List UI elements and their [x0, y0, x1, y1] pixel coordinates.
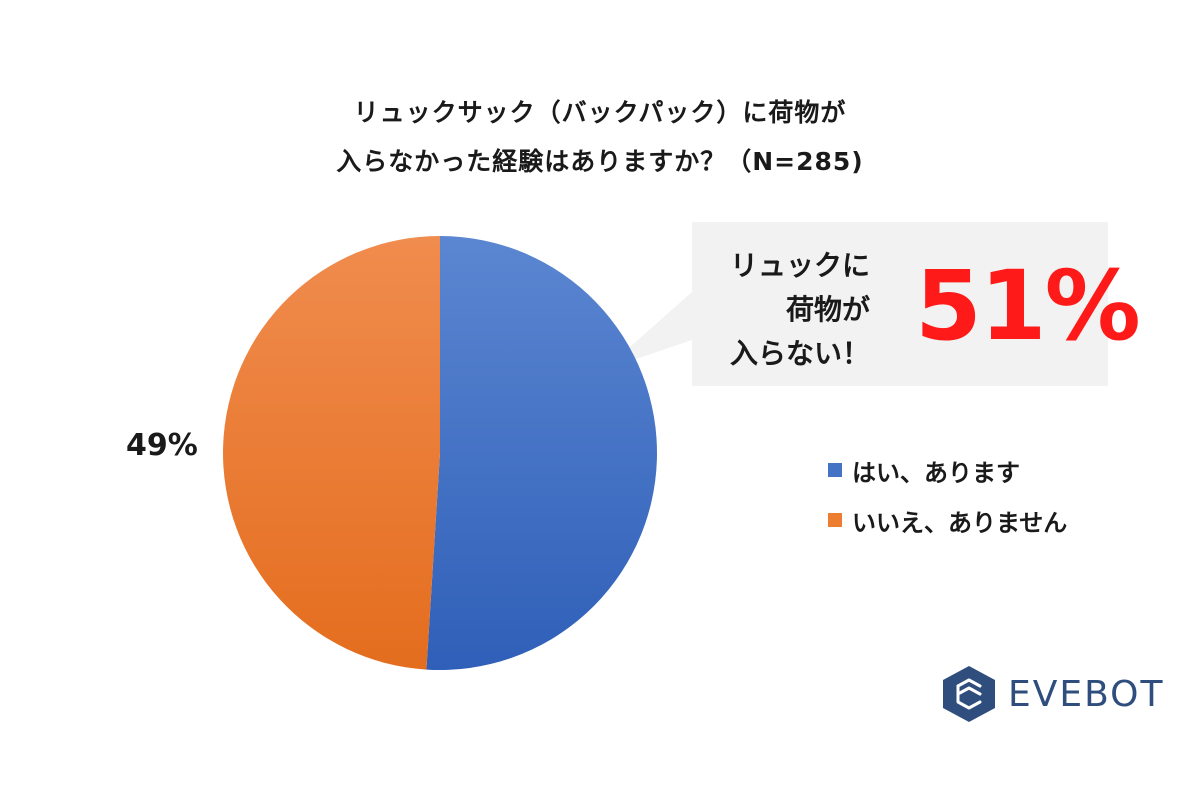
legend-item-no: いいえ、ありません	[828, 505, 1068, 537]
legend-swatch-yes	[828, 463, 842, 477]
pie-slice-no	[223, 235, 440, 670]
legend-label-no: いいえ、ありません	[852, 508, 1068, 537]
pie-slices	[223, 235, 658, 670]
callout-line-3: 入らない！	[729, 337, 870, 370]
brand-logo: EVEBOT	[940, 664, 1165, 724]
legend-item-yes: はい、あります	[828, 455, 1020, 487]
callout-box	[692, 222, 1108, 386]
chart-title-line-2: 入らなかった経験はありますか？（N=285)	[336, 147, 864, 176]
pie-slice-yes	[426, 236, 658, 670]
brand-name: EVEBOT	[1008, 673, 1165, 715]
slice-label-no: 49%	[126, 428, 198, 463]
hexagon-logo-icon	[943, 666, 995, 722]
chart-title-line-1: リュックサック（バックパック）に荷物が	[353, 98, 847, 127]
callout-line-2: 荷物が	[785, 293, 870, 326]
legend-label-yes: はい、あります	[852, 458, 1020, 487]
callout-line-1: リュックに	[729, 249, 870, 282]
callout-value: 51%	[915, 250, 1141, 362]
legend-swatch-no	[828, 513, 842, 527]
